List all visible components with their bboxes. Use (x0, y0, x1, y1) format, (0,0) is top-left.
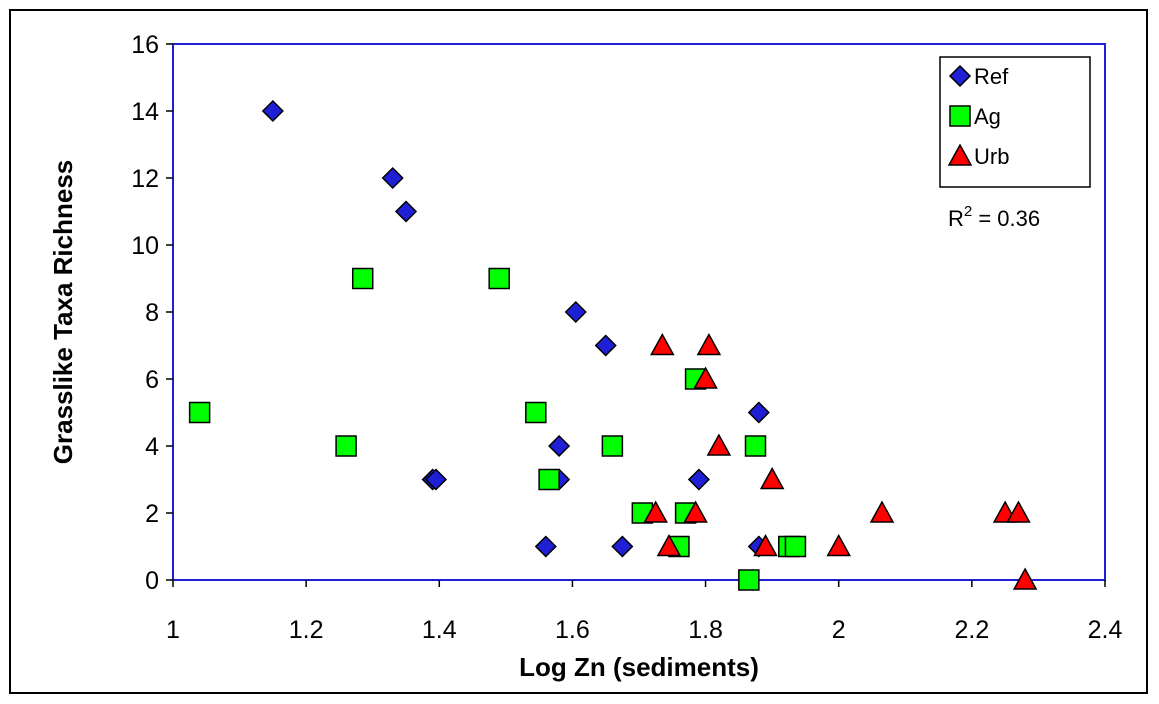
urb-point (696, 332, 722, 356)
urb-point (656, 533, 682, 557)
ref-point (548, 434, 571, 458)
legend-urb-label: Urb (974, 144, 1009, 169)
x-tick-label: 1.6 (555, 616, 590, 644)
x-tick-label: 2.2 (954, 616, 989, 644)
urb-point (683, 500, 708, 523)
x-tick-label: 1.2 (289, 616, 324, 644)
legend-ref-label: Ref (974, 64, 1009, 89)
ref-point (747, 401, 770, 424)
urb-point (869, 500, 895, 523)
y-tick-label: 16 (131, 31, 159, 59)
ref-point (534, 535, 557, 558)
ref-point (424, 468, 448, 491)
urb-point (693, 366, 718, 389)
y-tick-label: 0 (145, 567, 159, 595)
ref-point (611, 535, 634, 558)
y-tick-label: 4 (145, 433, 159, 461)
x-tick-label: 2.4 (1088, 616, 1123, 644)
ref-point (564, 300, 587, 324)
legend-urb-marker (947, 143, 973, 166)
ag-point (744, 435, 767, 457)
y-tick-label: 6 (145, 366, 159, 394)
ag-point (525, 401, 547, 424)
ref-point (394, 200, 418, 223)
y-tick-label: 8 (145, 299, 159, 327)
x-axis-title: Log Zn (sediments) (519, 652, 759, 682)
ag-point (488, 267, 510, 290)
urb-point (753, 533, 778, 557)
ag-point (335, 435, 357, 457)
ag-point (351, 267, 374, 290)
urb-point (759, 466, 785, 490)
ag-point (738, 569, 760, 591)
ref-point (687, 468, 710, 491)
ref-point (261, 99, 284, 123)
legend-ag-label: Ag (974, 104, 1001, 129)
urb-point (1006, 500, 1031, 523)
data-points (188, 99, 1038, 591)
urb-point (650, 332, 675, 356)
y-tick-label: 2 (145, 500, 159, 528)
legend-ref-marker (948, 64, 972, 88)
x-tick-label: 1.8 (688, 616, 723, 644)
y-axis-title: Grasslike Taxa Richness (48, 160, 78, 464)
y-tick-label: 10 (131, 232, 159, 260)
urb-point (1012, 567, 1038, 590)
ref-point (381, 166, 404, 190)
y-tick-label: 12 (131, 165, 159, 193)
ag-point (601, 435, 624, 457)
urb-point (706, 433, 732, 456)
ag-point (188, 401, 211, 424)
legend: Ref Ag Urb (939, 56, 1091, 188)
urb-point (643, 500, 668, 523)
urb-point (826, 533, 851, 557)
ag-point (538, 468, 560, 491)
ag-point (784, 535, 807, 558)
x-tick-label: 1 (166, 616, 180, 644)
legend-ag-marker (949, 105, 971, 127)
x-tick-label: 1.4 (422, 616, 457, 644)
y-axis: 0 2 4 6 8 10 12 14 16 (131, 31, 173, 595)
r-squared-annotation: R2 = 0.36 (948, 203, 1040, 231)
x-tick-label: 2 (832, 616, 846, 644)
x-axis: 1 1.2 1.4 1.6 1.8 2 2.2 2.4 (166, 580, 1122, 644)
y-tick-label: 14 (131, 98, 159, 126)
ref-point (594, 334, 617, 357)
